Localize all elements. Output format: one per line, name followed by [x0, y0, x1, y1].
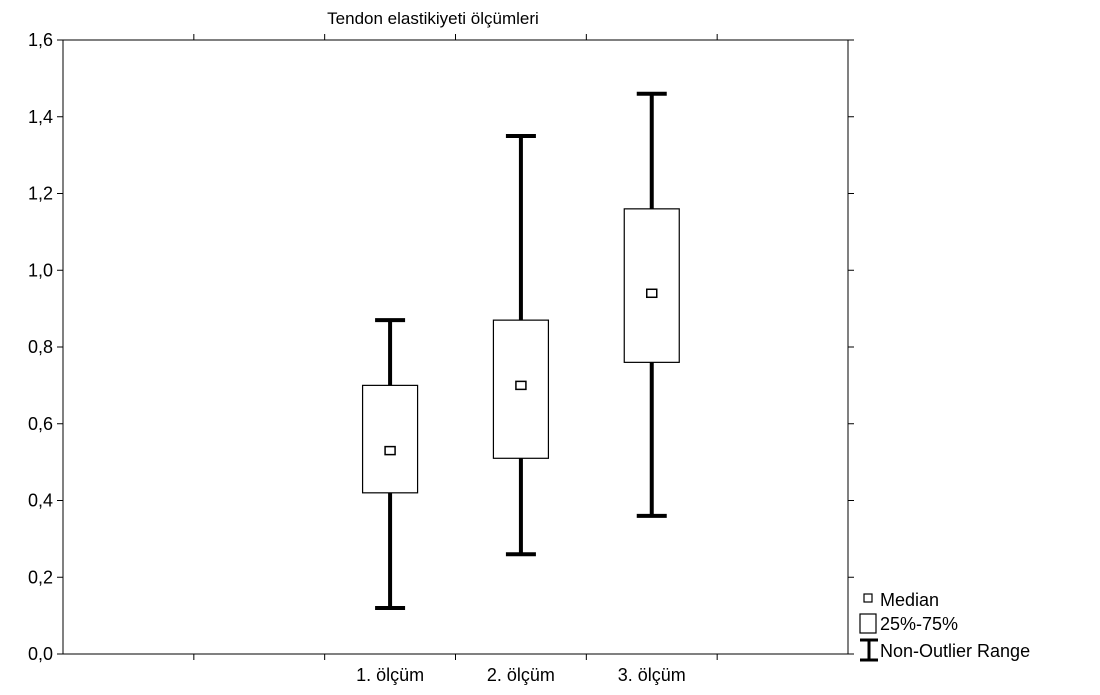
legend: Median 25%-75% Non-Outlier Range — [859, 590, 1030, 662]
plot-area-frame — [62, 39, 849, 655]
median-marker — [646, 288, 658, 299]
x-axis: 1. ölçüm 2. ölçüm 3. ölçüm — [193, 34, 718, 685]
y-tick-label: 1,0 — [28, 260, 53, 280]
iqr-box — [361, 384, 419, 494]
x-category-label: 1. ölçüm — [356, 665, 424, 685]
y-tick-label: 1,2 — [28, 184, 53, 204]
y-tick-label: 0,4 — [28, 491, 53, 511]
y-tick-label: 0,0 — [28, 644, 53, 664]
y-tick-label: 0,2 — [28, 567, 53, 587]
box-group — [623, 91, 680, 518]
legend-median-icon — [863, 593, 873, 603]
y-tick-label: 1,6 — [28, 30, 53, 50]
legend-box-label: 25%-75% — [880, 614, 958, 634]
box-group — [361, 318, 419, 610]
boxes-layer — [361, 91, 680, 610]
median-marker — [515, 380, 527, 391]
y-tick-label: 0,8 — [28, 337, 53, 357]
y-axis: 0,0 0,2 0,4 0,6 0,8 1,0 1,2 1,4 1,6 — [28, 30, 854, 664]
y-tick-label: 0,6 — [28, 414, 53, 434]
legend-whisker-label: Non-Outlier Range — [880, 641, 1030, 661]
x-category-label: 3. ölçüm — [618, 665, 686, 685]
median-marker — [384, 445, 396, 456]
box-group — [492, 133, 550, 557]
iqr-box — [623, 208, 680, 363]
legend-box-icon — [859, 613, 877, 634]
y-tick-label: 1,4 — [28, 107, 53, 127]
legend-median-label: Median — [880, 590, 939, 610]
x-category-label: 2. ölçüm — [487, 665, 555, 685]
chart-title: Tendon elastikiyeti ölçümleri — [327, 9, 539, 28]
legend-whisker-icon — [860, 638, 878, 662]
